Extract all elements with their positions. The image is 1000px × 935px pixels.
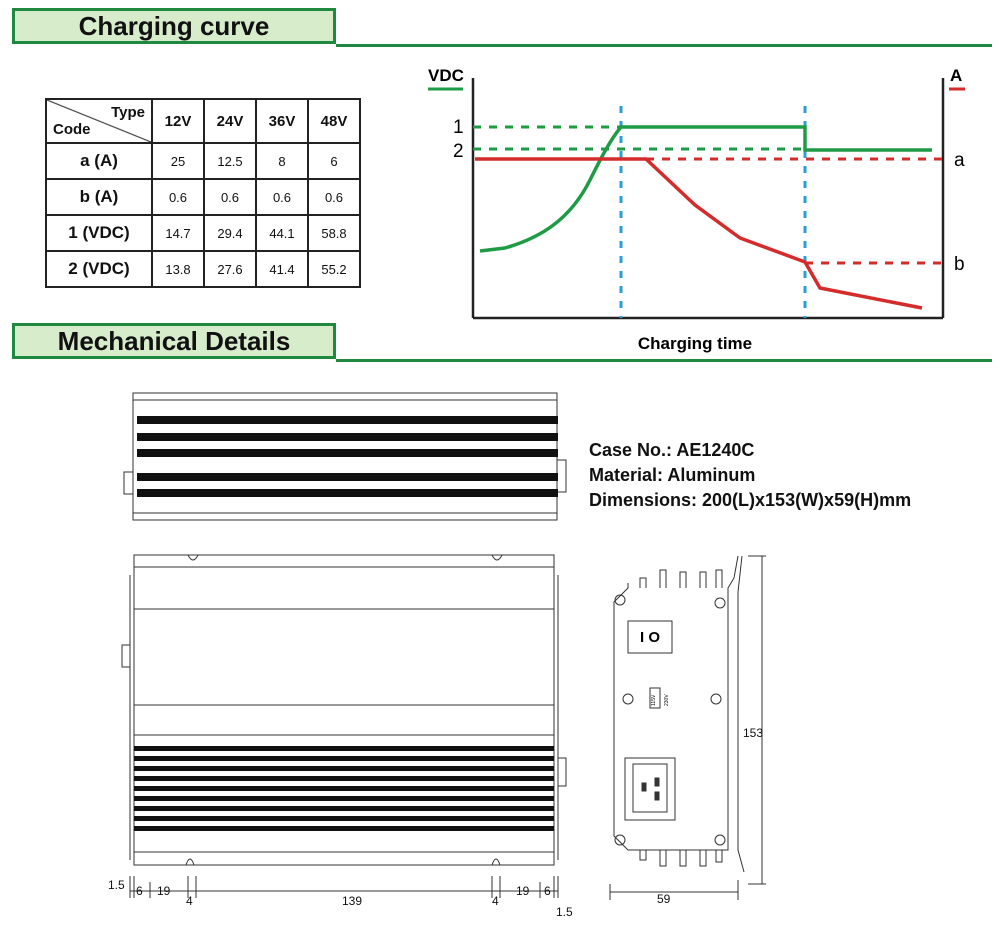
dim-153: 153 <box>743 726 763 740</box>
current-curve <box>475 157 923 310</box>
dim-59: 59 <box>657 892 671 906</box>
dim-4-left: 4 <box>186 894 193 908</box>
vdc-unit-label: VDC <box>428 66 464 85</box>
table-cell: 13.8 <box>151 250 205 288</box>
table-cell: 8 <box>255 142 309 180</box>
row-code: a (A) <box>45 142 153 180</box>
dim-4-right: 4 <box>492 894 499 908</box>
table-cell: 0.6 <box>307 178 361 216</box>
table-row: 1 (VDC) 14.7 29.4 44.1 58.8 <box>45 214 361 252</box>
table-cell: 0.6 <box>151 178 205 216</box>
row-code: b (A) <box>45 178 153 216</box>
case-front-view <box>121 554 567 866</box>
table-cell: 0.6 <box>203 178 257 216</box>
dim-19-right: 19 <box>516 884 530 898</box>
case-side-view <box>609 555 766 900</box>
table-row: a (A) 25 12.5 8 6 <box>45 142 361 180</box>
dim-6-left: 6 <box>136 884 143 898</box>
spec-table: Type Code 12V 24V 36V 48V a (A) 25 12.5 … <box>45 98 361 288</box>
table-cell: 41.4 <box>255 250 309 288</box>
case-top-view <box>123 392 567 521</box>
charging-curve-heading: Charging curve <box>12 8 336 44</box>
mechanical-details-heading: Mechanical Details <box>12 323 336 359</box>
dim-1-5-right: 1.5 <box>556 905 573 919</box>
case-dimensions: Dimensions: 200(L)x153(W)x59(H)mm <box>589 490 912 510</box>
table-cell: 58.8 <box>307 214 361 252</box>
power-switch <box>627 620 673 654</box>
switch-label: I O <box>640 629 660 646</box>
table-cell: 0.6 <box>255 178 309 216</box>
column-header-12v: 12V <box>151 98 205 144</box>
table-cell: 44.1 <box>255 214 309 252</box>
table-header-row: Type Code 12V 24V 36V 48V <box>45 98 361 144</box>
row-code: 2 (VDC) <box>45 250 153 288</box>
dim-6-right: 6 <box>544 884 551 898</box>
level-b-label: b <box>954 254 965 275</box>
column-header-36v: 36V <box>255 98 309 144</box>
dim-1-5-left: 1.5 <box>108 878 125 892</box>
type-header: Type <box>111 104 145 121</box>
front-dimension-line <box>129 876 559 898</box>
mechanical-details-rule <box>336 359 992 362</box>
table-cell: 25 <box>151 142 205 180</box>
code-header: Code <box>53 121 91 138</box>
dim-19-left: 19 <box>157 884 171 898</box>
column-header-24v: 24V <box>203 98 257 144</box>
table-cell: 14.7 <box>151 214 205 252</box>
table-cell: 6 <box>307 142 361 180</box>
column-header-48v: 48V <box>307 98 361 144</box>
selector-115v-label: 115V <box>651 694 657 706</box>
ac-inlet <box>624 757 676 821</box>
table-cell: 12.5 <box>203 142 257 180</box>
charging-curve-rule <box>336 44 992 47</box>
x-axis-label: Charging time <box>638 334 752 353</box>
case-material: Material: Aluminum <box>589 465 756 485</box>
level-1-label: 1 <box>453 117 464 138</box>
dim-139: 139 <box>342 894 362 908</box>
table-corner-cell: Type Code <box>45 98 153 144</box>
voltage-curve <box>479 125 932 253</box>
level-2-label: 2 <box>453 141 464 162</box>
table-cell: 29.4 <box>203 214 257 252</box>
table-cell: 27.6 <box>203 250 257 288</box>
level-a-label: a <box>954 150 965 171</box>
table-row: 2 (VDC) 13.8 27.6 41.4 55.2 <box>45 250 361 288</box>
a-unit-label: A <box>950 66 962 85</box>
row-code: 1 (VDC) <box>45 214 153 252</box>
table-row: b (A) 0.6 0.6 0.6 0.6 <box>45 178 361 216</box>
voltage-selector <box>649 687 661 709</box>
selector-230v-label: 230V <box>664 694 670 706</box>
table-cell: 55.2 <box>307 250 361 288</box>
case-number: Case No.: AE1240C <box>589 440 755 460</box>
